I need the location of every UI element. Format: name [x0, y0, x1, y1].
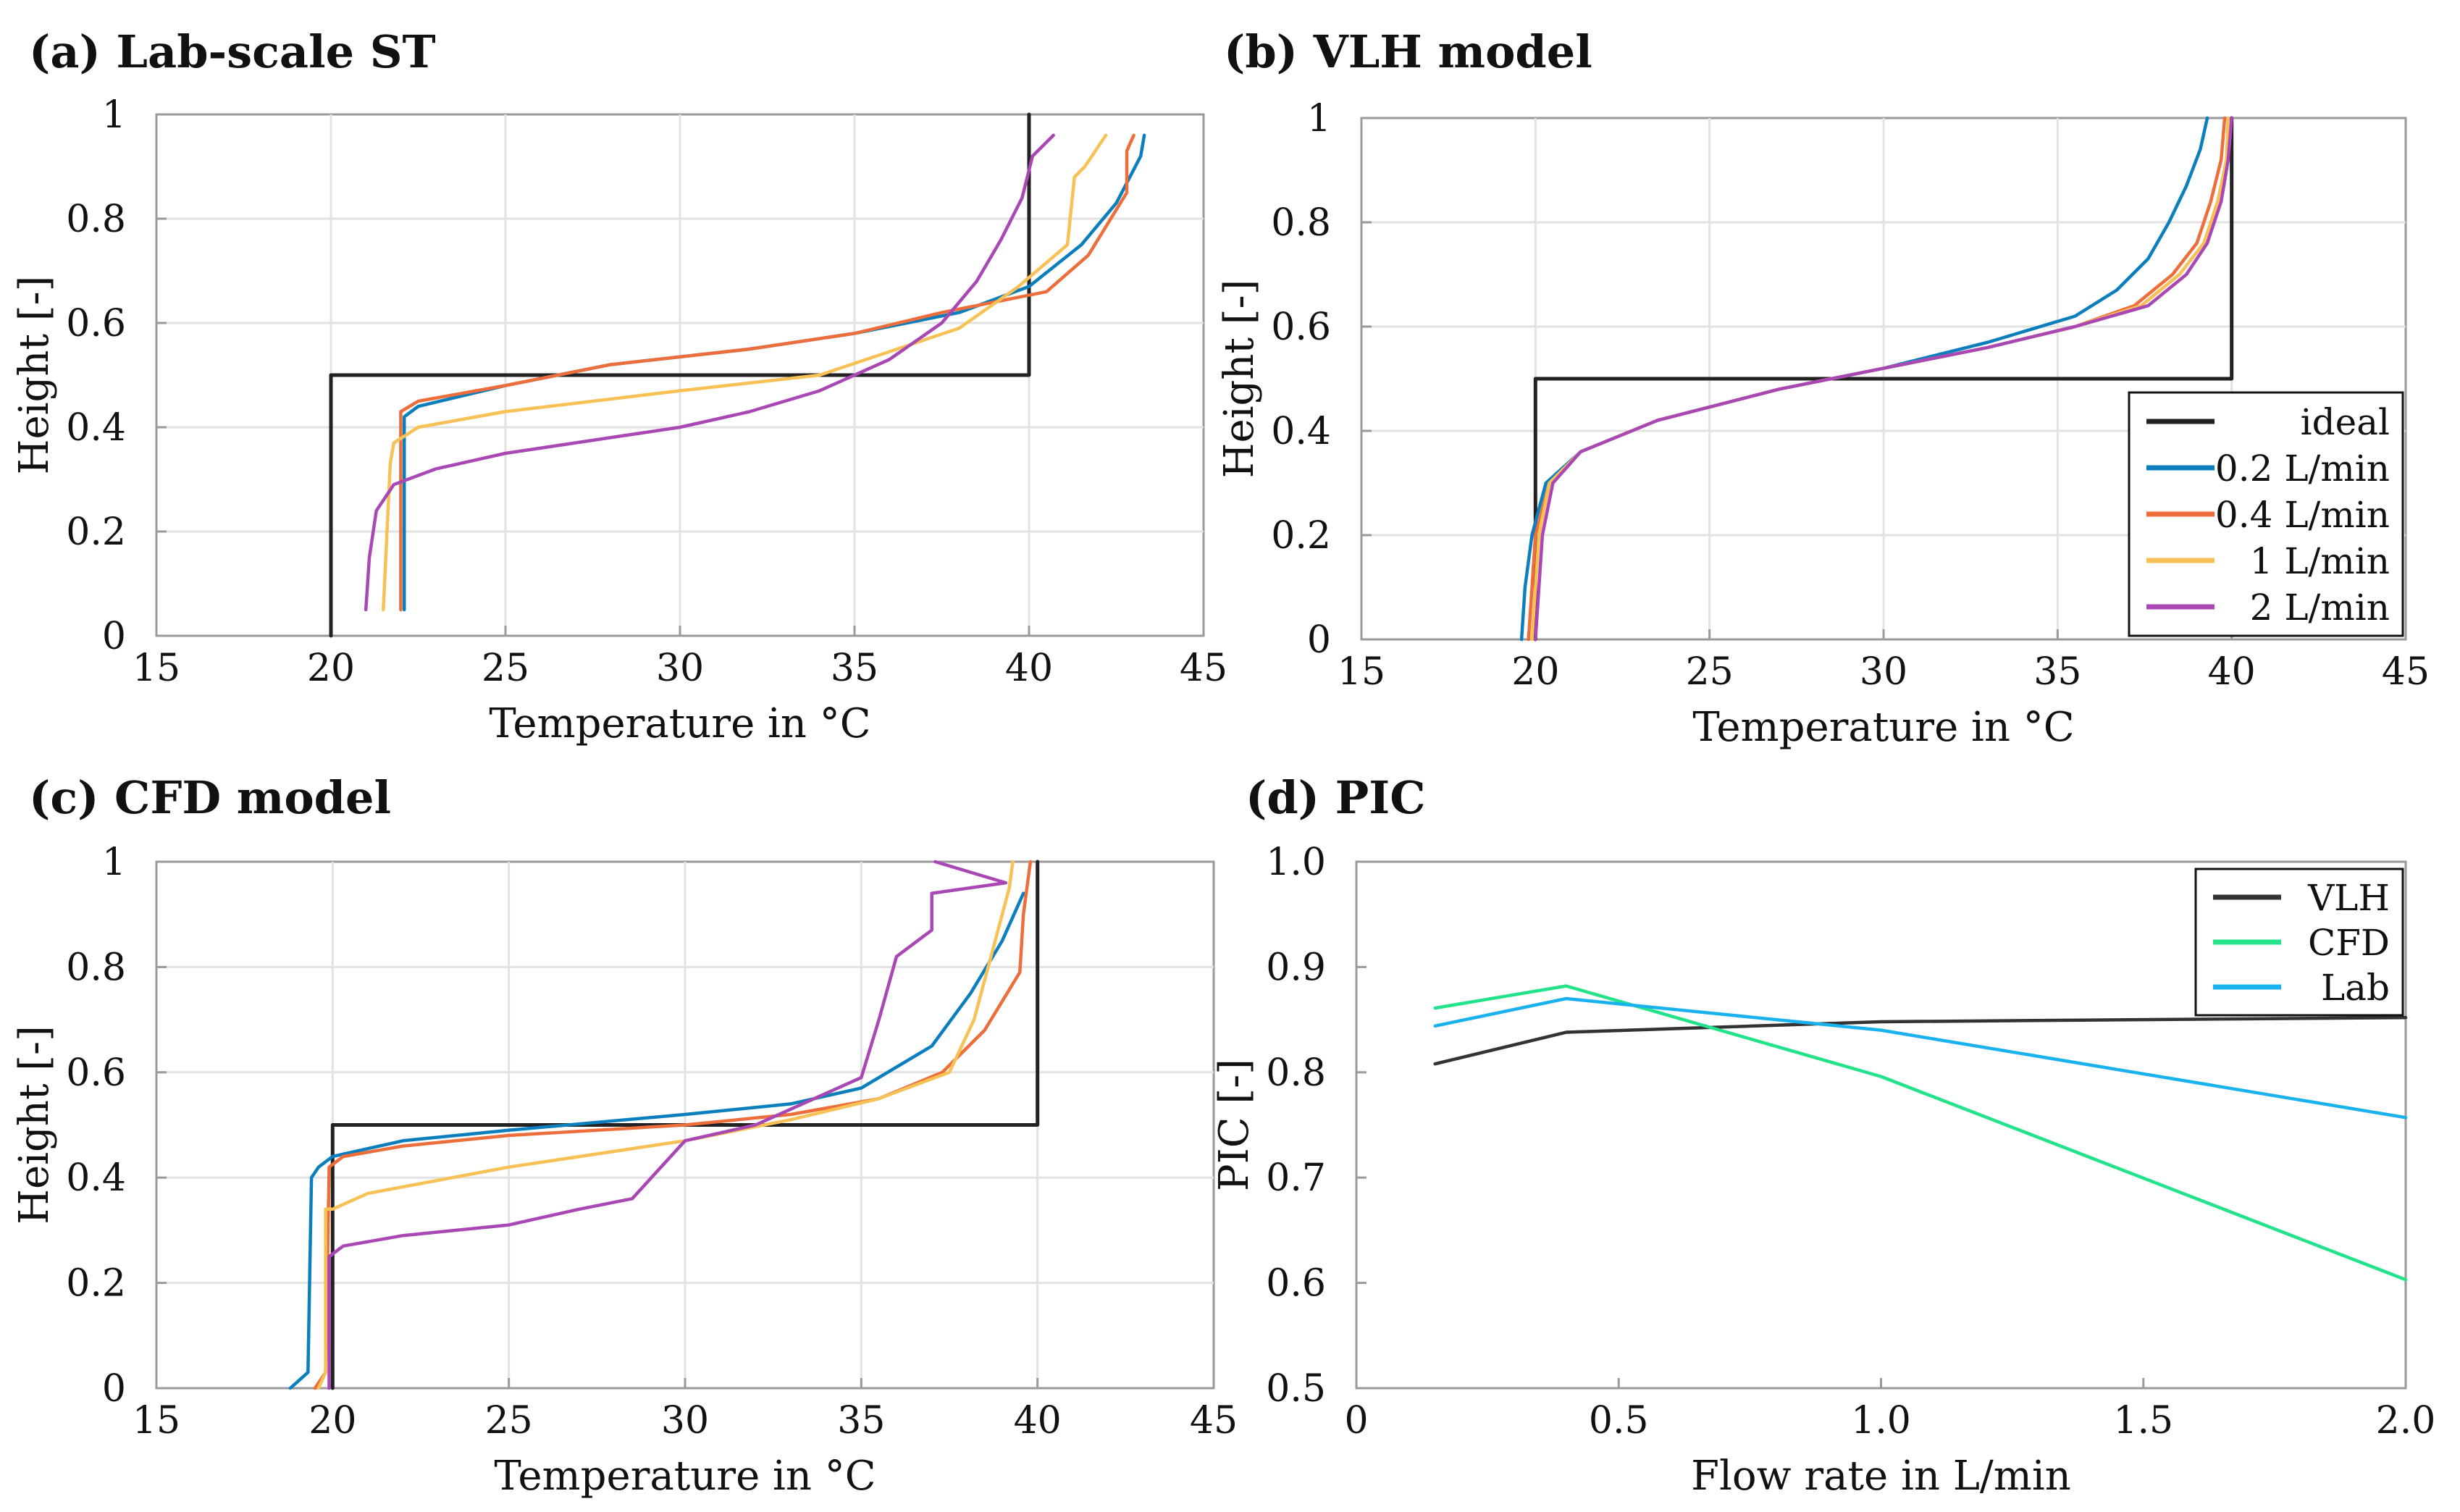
series-line-ideal — [1533, 116, 2234, 642]
x-tick-label: 45 — [2382, 650, 2430, 694]
x-tick-label: 35 — [837, 1399, 885, 1442]
y-tick-label: 1.0 — [1266, 841, 1326, 884]
x-tick-label: 0 — [1344, 1399, 1368, 1442]
y-tick-label: 0.7 — [1266, 1156, 1326, 1200]
x-tick-label: 30 — [661, 1399, 709, 1442]
y-tick-label: 0.6 — [1271, 306, 1331, 349]
legend-label: ideal — [2301, 401, 2390, 443]
x-tick-label: 2.0 — [2376, 1399, 2436, 1442]
y-tick-label: 0.6 — [66, 302, 126, 345]
x-axis-label: Temperature in °C — [1692, 704, 2074, 751]
series-line-2-l-min — [364, 133, 1055, 612]
legend-label: 0.2 L/min — [2215, 448, 2390, 490]
y-tick-label: 0.6 — [66, 1051, 126, 1095]
y-tick-label: 0.9 — [1266, 946, 1326, 989]
chart-panel-c: 15 20 25 30 35 40 45 0 0.2 0.4 0.6 0.8 1 Temperature … — [11, 841, 1238, 1500]
series-line-0-2-l-min — [1519, 116, 2209, 642]
x-tick-label: 1.5 — [2113, 1399, 2173, 1442]
series-line-0-4-l-min — [313, 860, 1033, 1390]
x-tick-label: 15 — [133, 1399, 180, 1442]
y-axis-label: Height [-] — [11, 276, 58, 475]
series-line-ideal — [329, 112, 1031, 638]
legend-label: 2 L/min — [2250, 587, 2390, 629]
y-tick-label: 1 — [1307, 97, 1331, 140]
y-tick-label: 0.2 — [66, 1262, 126, 1306]
y-tick-label: 0.8 — [66, 946, 126, 989]
y-tick-label: 0.6 — [1266, 1262, 1326, 1306]
x-axis-label: Temperature in °C — [494, 1453, 876, 1500]
y-tick-label: 0.2 — [66, 511, 126, 554]
y-tick-label: 0.8 — [66, 198, 126, 241]
x-tick-label: 35 — [831, 647, 878, 690]
series-line-0-4-l-min — [399, 133, 1135, 612]
y-tick-label: 0.2 — [1271, 514, 1331, 558]
x-tick-label: 45 — [1180, 647, 1227, 690]
legend-label: Lab — [2321, 967, 2390, 1009]
panel-b-title: (b) VLH model — [1224, 25, 1592, 78]
y-tick-label: 0 — [102, 1367, 126, 1411]
x-axis-label: Temperature in °C — [489, 700, 870, 747]
x-tick-label: 45 — [1190, 1399, 1238, 1442]
y-axis-label: PIC [-] — [1211, 1059, 1258, 1191]
series-line-2-l-min — [1534, 116, 2233, 642]
x-tick-label: 20 — [307, 647, 355, 690]
y-tick-label: 0.8 — [1266, 1051, 1326, 1095]
chart-panel-b: 15 20 25 30 35 40 45 0 0.2 0.4 0.6 0.8 1 Temperature … — [1216, 97, 2430, 751]
panel-d-title: (d) PIC — [1246, 771, 1426, 824]
x-tick-label: 35 — [2033, 650, 2081, 694]
x-axis-label: Flow rate in L/min — [1691, 1453, 2071, 1500]
y-tick-label: 1 — [102, 93, 126, 137]
y-tick-label: 1 — [102, 841, 126, 884]
y-tick-label: 0 — [1307, 618, 1331, 662]
y-tick-label: 0.4 — [66, 406, 126, 450]
legend-label: VLH — [2307, 877, 2390, 919]
legend-label: CFD — [2308, 922, 2390, 964]
x-tick-label: 1.0 — [1851, 1399, 1911, 1442]
y-tick-label: 0.8 — [1271, 201, 1331, 245]
x-tick-label: 15 — [133, 647, 180, 690]
x-tick-label: 40 — [2208, 650, 2256, 694]
y-tick-label: 0 — [102, 615, 126, 658]
x-tick-label: 40 — [1005, 647, 1053, 690]
panel-c-title: (c) CFD model — [29, 771, 392, 824]
series-line-cfd — [1433, 984, 2408, 1282]
x-tick-label: 25 — [1686, 650, 1734, 694]
legend-label: 1 L/min — [2250, 540, 2390, 582]
x-tick-label: 30 — [656, 647, 704, 690]
series-line-lab — [1433, 996, 2408, 1120]
x-tick-label: 40 — [1014, 1399, 1062, 1442]
x-tick-label: 25 — [482, 647, 529, 690]
x-tick-label: 30 — [1860, 650, 1907, 694]
x-tick-label: 0.5 — [1589, 1399, 1649, 1442]
x-tick-label: 20 — [308, 1399, 356, 1442]
y-tick-label: 0.4 — [66, 1156, 126, 1200]
series-line-0-2-l-min — [288, 891, 1025, 1390]
panel-a-title: (a) Lab-scale ST — [29, 25, 436, 78]
y-axis-label: Height [-] — [1216, 280, 1263, 479]
chart-panel-a: 15 20 25 30 35 40 45 0 0.2 0.4 0.6 0.8 1 Temperature … — [11, 93, 1227, 747]
series-line-1-l-min — [382, 133, 1108, 612]
y-tick-label: 0.4 — [1271, 410, 1331, 453]
x-tick-label: 25 — [485, 1399, 533, 1442]
chart-panel-d: 0 0.5 1.0 1.5 2.0 0.5 0.6 0.7 0.8 0.9 1.0 Flow rate… — [1211, 841, 2435, 1500]
series-line-vlh — [1433, 1015, 2408, 1066]
x-tick-label: 15 — [1338, 650, 1385, 694]
y-tick-label: 0.5 — [1266, 1367, 1326, 1411]
series-line-2-l-min — [327, 860, 1008, 1390]
x-tick-label: 20 — [1511, 650, 1559, 694]
legend-label: 0.4 L/min — [2215, 494, 2390, 536]
y-axis-label: Height [-] — [11, 1025, 58, 1225]
